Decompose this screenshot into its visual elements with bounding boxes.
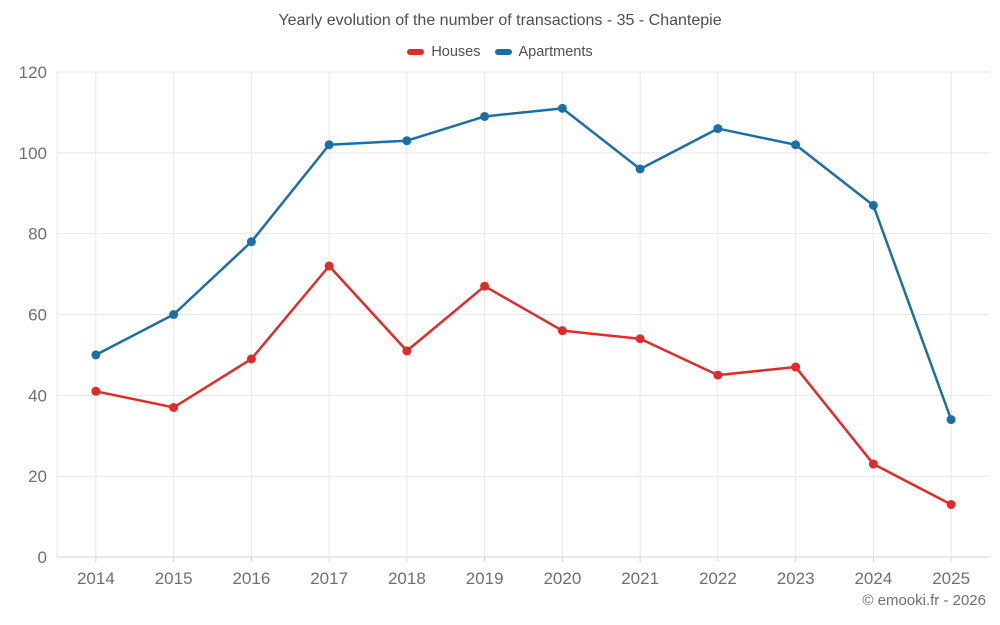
apartments-point-2017[interactable] <box>324 140 334 150</box>
y-tick-label: 100 <box>19 144 47 163</box>
x-tick-label: 2023 <box>777 569 815 588</box>
houses-legend-label: Houses <box>431 44 481 60</box>
y-tick-label: 40 <box>28 386 47 405</box>
x-tick-label: 2015 <box>155 569 193 588</box>
apartments-legend-label: Apartments <box>518 44 593 60</box>
houses-point-2015[interactable] <box>169 402 179 412</box>
apartments-point-2022[interactable] <box>713 124 723 134</box>
chart-title: Yearly evolution of the number of transa… <box>278 12 722 29</box>
legend-item-houses[interactable]: Houses <box>407 44 481 60</box>
y-tick-label: 60 <box>28 306 47 325</box>
houses-point-2017[interactable] <box>324 261 334 271</box>
houses-point-2018[interactable] <box>402 346 412 356</box>
apartments-point-2021[interactable] <box>635 164 645 174</box>
houses-point-2021[interactable] <box>635 334 645 344</box>
x-tick-label: 2021 <box>621 569 659 588</box>
x-tick-label: 2016 <box>232 569 270 588</box>
copyright-footer: © emooki.fr - 2026 <box>862 592 986 609</box>
apartments-point-2014[interactable] <box>91 350 101 360</box>
x-tick-label: 2017 <box>310 569 348 588</box>
x-tick-label: 2024 <box>854 569 892 588</box>
y-tick-label: 0 <box>38 548 47 567</box>
y-tick-label: 120 <box>19 63 47 82</box>
y-tick-label: 80 <box>28 225 47 244</box>
x-tick-label: 2014 <box>77 569 115 588</box>
x-tick-label: 2018 <box>388 569 426 588</box>
chart-legend: Houses Apartments <box>0 44 1000 60</box>
apartments-point-2024[interactable] <box>868 200 878 210</box>
houses-point-2022[interactable] <box>713 370 723 380</box>
apartments-line <box>94 107 953 421</box>
houses-point-2024[interactable] <box>868 459 878 469</box>
x-tick-label: 2025 <box>932 569 970 588</box>
apartments-point-2020[interactable] <box>557 103 567 113</box>
apartments-point-2015[interactable] <box>169 310 179 319</box>
legend-item-apartments[interactable]: Apartments <box>494 44 593 60</box>
x-tick-label: 2019 <box>466 569 504 588</box>
houses-point-2023[interactable] <box>791 362 801 372</box>
houses-point-2025[interactable] <box>946 499 956 509</box>
apartments-point-2019[interactable] <box>480 111 490 121</box>
houses-point-2020[interactable] <box>557 326 567 336</box>
houses-line <box>94 264 953 506</box>
apartments-point-2023[interactable] <box>791 140 801 150</box>
houses-point-2019[interactable] <box>480 281 490 291</box>
x-tick-label: 2020 <box>543 569 581 588</box>
apartments-point-2018[interactable] <box>402 136 412 146</box>
y-tick-label: 20 <box>28 467 47 486</box>
apartments-point-2025[interactable] <box>946 415 956 425</box>
apartments-legend-swatch <box>494 49 512 55</box>
apartments-point-2016[interactable] <box>246 237 256 247</box>
houses-point-2014[interactable] <box>91 386 101 396</box>
houses-legend-swatch <box>407 49 425 55</box>
x-tick-label: 2022 <box>699 569 737 588</box>
houses-point-2016[interactable] <box>246 354 256 364</box>
